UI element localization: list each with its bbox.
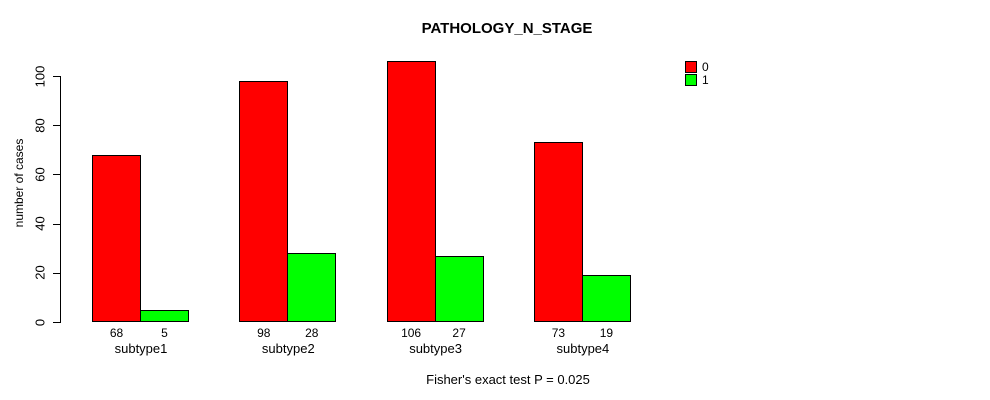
y-tick-label: 20: [32, 265, 48, 281]
legend-swatch-icon: [685, 74, 697, 86]
bar-1-subtype2: [287, 253, 337, 322]
bar-0-subtype4: [533, 142, 583, 322]
legend-item-1: 1: [685, 74, 709, 86]
bar-0-subtype1: [92, 154, 141, 322]
category-label: subtype2: [261, 341, 315, 356]
bar-0-subtype2: [239, 80, 289, 322]
y-tick: [53, 125, 60, 127]
bar-0-subtype3: [386, 61, 436, 322]
y-tick: [53, 322, 60, 323]
bar-value-label: 106: [401, 326, 422, 340]
bar-value-label: 28: [305, 326, 319, 340]
y-axis-label: number of cases: [12, 138, 26, 228]
y-tick-label: 60: [32, 167, 48, 182]
y-tick: [53, 174, 60, 176]
legend-label: 0: [702, 60, 709, 74]
bar-value-label: 73: [551, 326, 566, 340]
legend-item-0: 0: [685, 61, 709, 73]
bar-1-subtype4: [581, 275, 631, 322]
legend-swatch-icon: [685, 61, 697, 73]
bar-value-label: 19: [599, 326, 614, 340]
bar-1-subtype3: [434, 255, 484, 322]
category-label: subtype3: [409, 341, 462, 356]
chart-title: PATHOLOGY_N_STAGE: [421, 20, 593, 37]
category-label: subtype4: [556, 341, 610, 356]
legend-label: 1: [702, 73, 709, 87]
y-tick-label: 80: [32, 117, 48, 133]
y-tick: [53, 272, 60, 274]
y-tick: [53, 76, 60, 77]
bar-value-label: 5: [161, 326, 168, 340]
bar-1-subtype1: [140, 309, 189, 322]
y-tick-label: 40: [32, 216, 48, 231]
bar-value-label: 27: [452, 326, 466, 340]
y-tick-label: 100: [32, 65, 48, 87]
bar-value-label: 98: [257, 326, 271, 340]
y-axis-line: [60, 76, 61, 323]
y-tick: [53, 223, 60, 225]
bar-value-label: 68: [109, 326, 124, 340]
fishers-test-annotation: Fisher's exact test P = 0.025: [426, 372, 590, 387]
y-tick-label: 0: [32, 318, 48, 326]
category-label: subtype1: [114, 341, 168, 356]
